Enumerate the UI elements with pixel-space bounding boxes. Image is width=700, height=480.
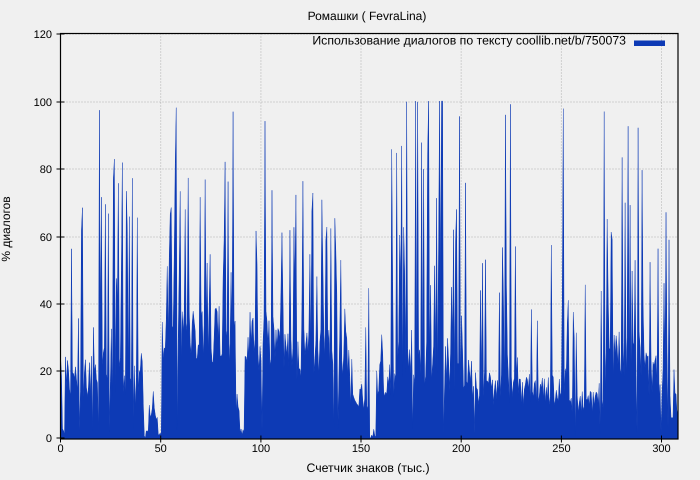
svg-text:50: 50 xyxy=(155,443,167,455)
svg-text:60: 60 xyxy=(40,232,52,244)
svg-text:Ромашки ( FevraLina): Ромашки ( FevraLina) xyxy=(308,9,427,23)
svg-text:200: 200 xyxy=(452,443,470,455)
svg-text:40: 40 xyxy=(40,299,52,311)
svg-text:20: 20 xyxy=(40,366,52,378)
svg-text:100: 100 xyxy=(252,443,270,455)
svg-text:250: 250 xyxy=(552,443,570,455)
svg-text:Использование диалогов по текс: Использование диалогов по тексту coollib… xyxy=(312,34,626,48)
svg-text:120: 120 xyxy=(34,29,52,41)
svg-text:100: 100 xyxy=(34,97,52,109)
svg-text:150: 150 xyxy=(352,443,370,455)
svg-text:0: 0 xyxy=(57,443,63,455)
svg-text:0: 0 xyxy=(46,433,52,445)
svg-text:300: 300 xyxy=(652,443,670,455)
svg-text:Счетчик знаков (тыс.): Счетчик знаков (тыс.) xyxy=(306,461,429,475)
svg-text:80: 80 xyxy=(40,164,52,176)
svg-text:% диалогов: % диалогов xyxy=(0,196,13,261)
